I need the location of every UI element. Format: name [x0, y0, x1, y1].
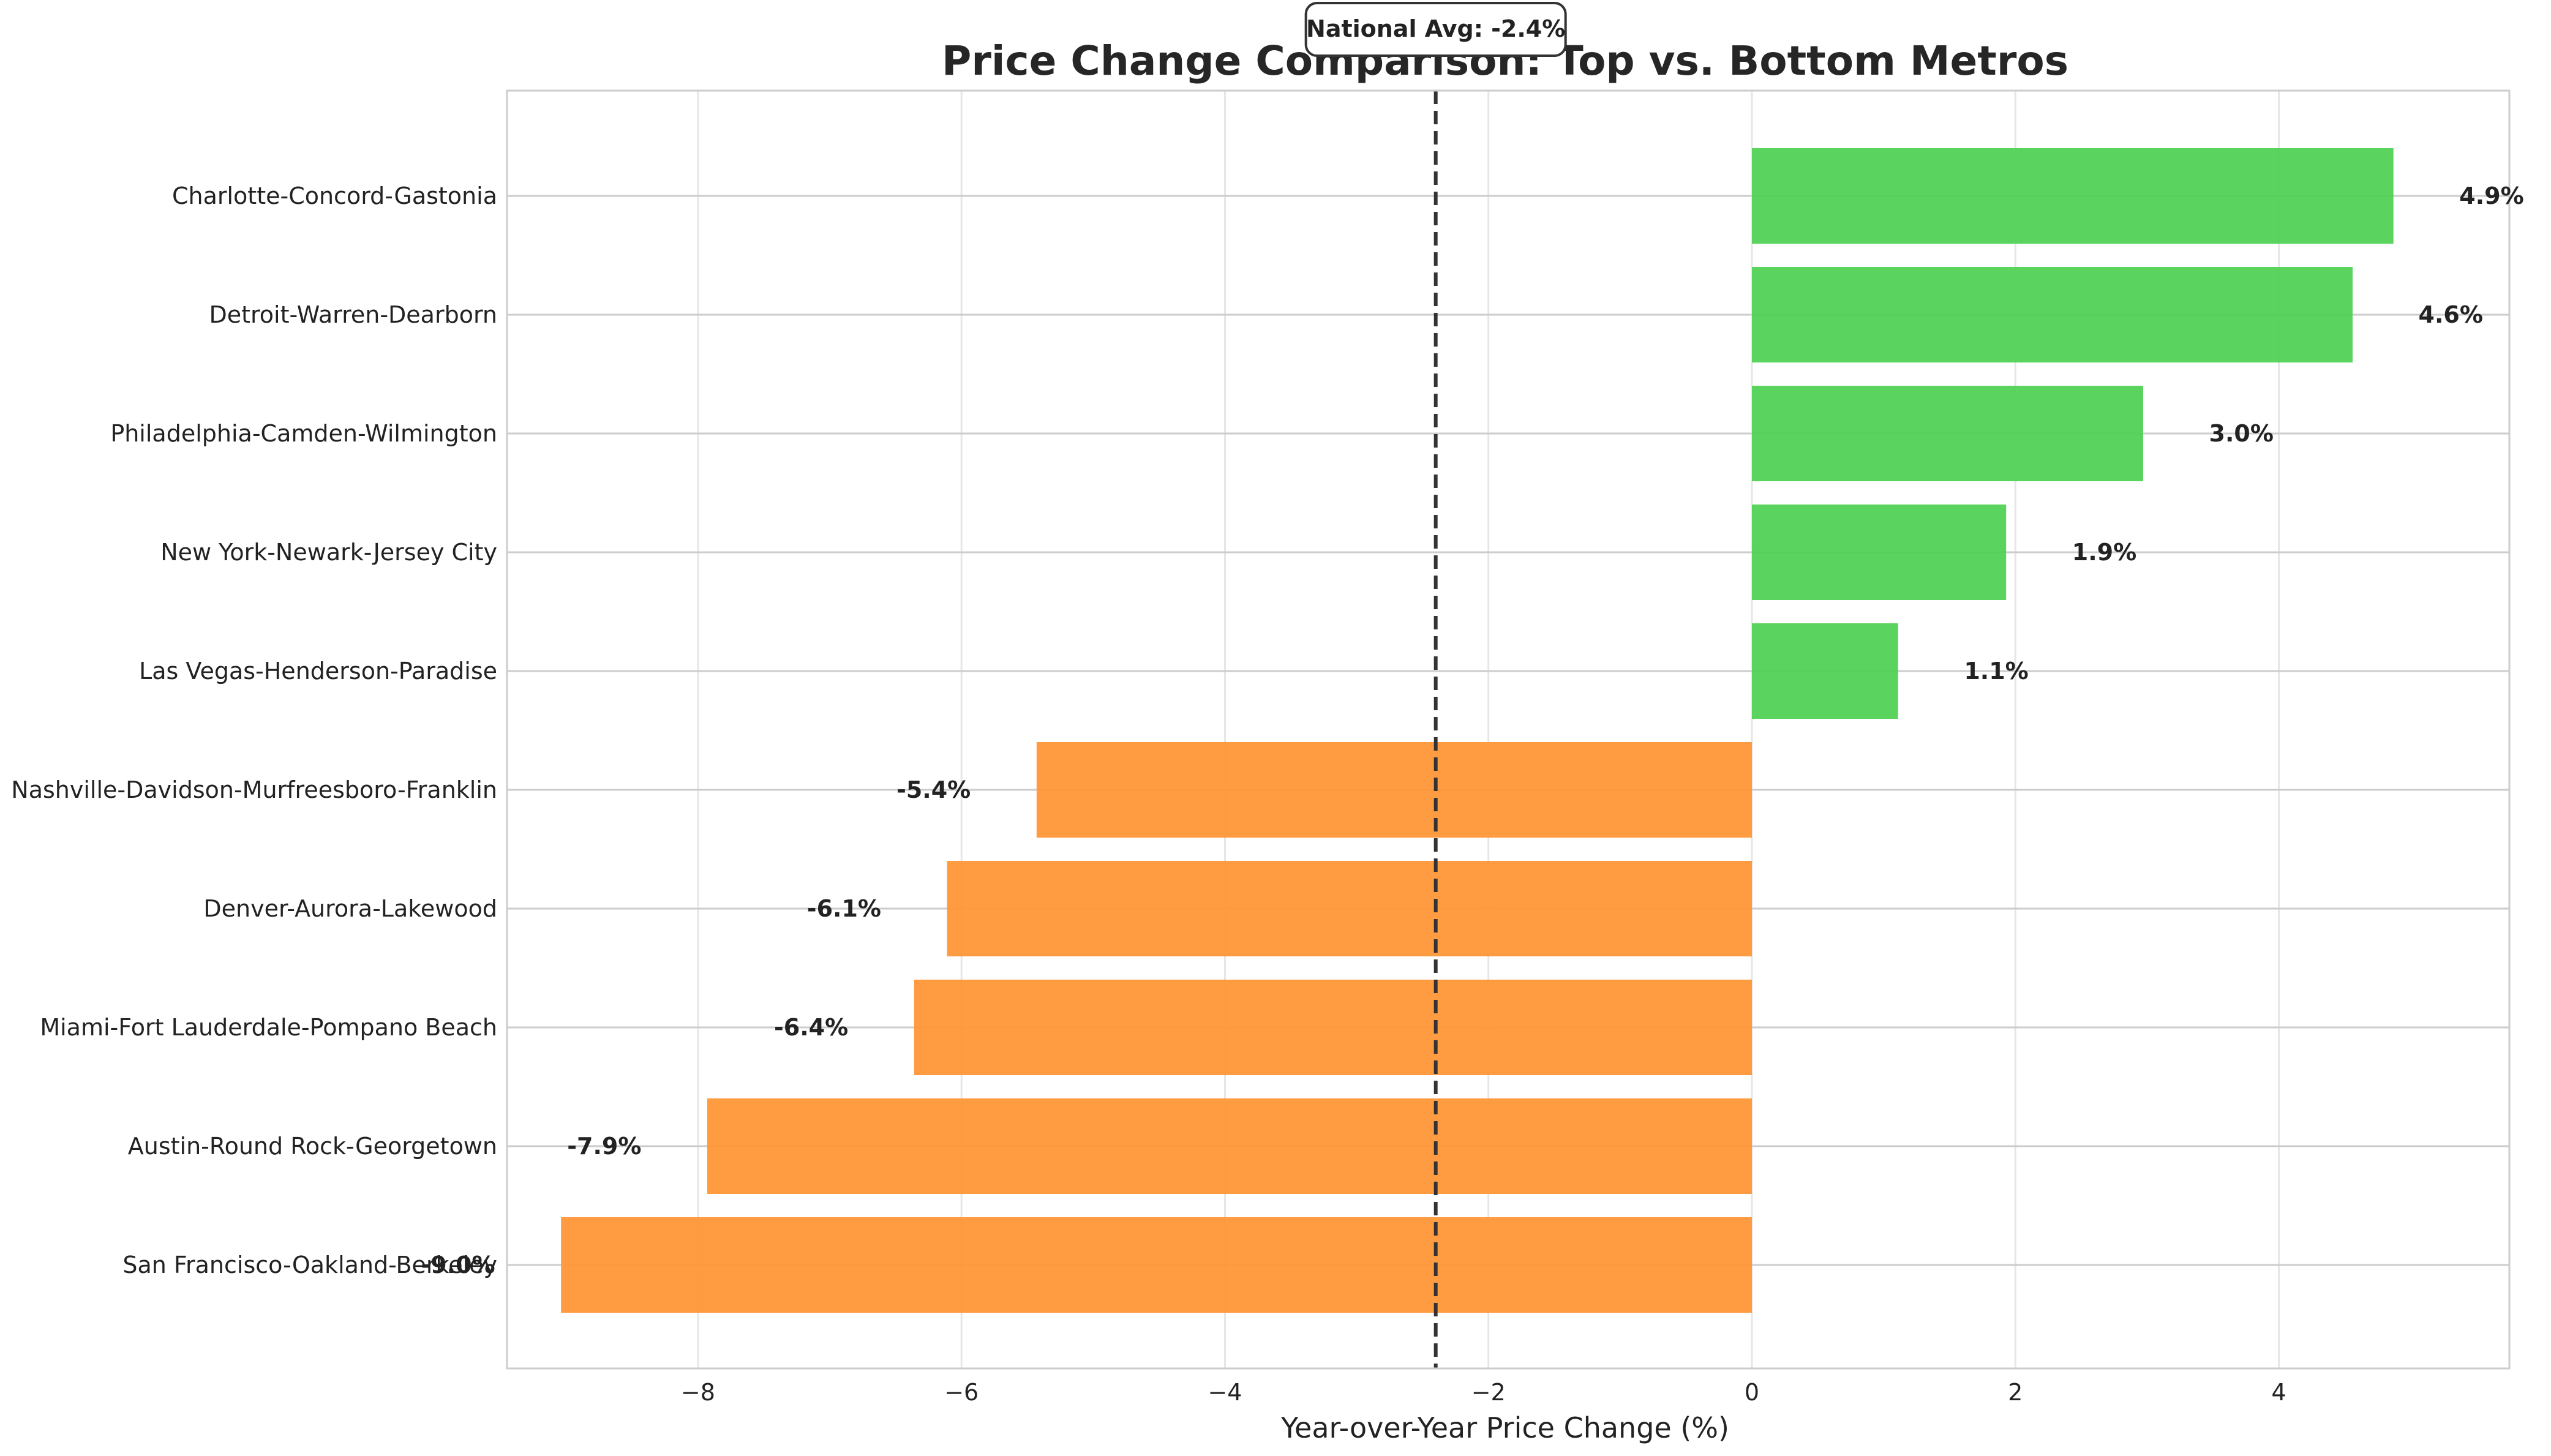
category-label: Nashville-Davidson-Murfreesboro-Franklin [11, 776, 497, 803]
x-tick-label: −8 [681, 1379, 715, 1406]
x-tick-label: −6 [944, 1379, 979, 1406]
bar [707, 1098, 1752, 1194]
category-label: New York-Newark-Jersey City [160, 539, 497, 566]
category-label: Charlotte-Concord-Gastonia [172, 182, 497, 209]
bar [1751, 386, 2143, 481]
x-axis-title: Year-over-Year Price Change (%) [1280, 1411, 1729, 1444]
bar-value-label: 3.0% [2209, 420, 2274, 447]
plot-frame [506, 89, 2511, 1370]
bar [1751, 148, 2394, 244]
bar-value-label: 1.1% [1964, 658, 2028, 685]
bars-layer [561, 148, 2394, 1313]
bar-value-label: -6.1% [807, 895, 881, 922]
labels-layer: −8 −6 −4 −2 0 2 4 Charlotte-Concord-Gastonia Det… [11, 182, 2523, 1406]
category-label: Austin-Round Rock-Georgetown [128, 1133, 497, 1160]
bar-value-label: 1.9% [2072, 539, 2136, 566]
x-tick-label: 0 [1745, 1379, 1759, 1406]
reference-annotation-text: National Avg: -2.4% [1306, 15, 1565, 42]
bar [1751, 267, 2353, 362]
bar-value-label: -6.4% [774, 1014, 848, 1041]
x-tick-label: −4 [1208, 1379, 1242, 1406]
bar [947, 861, 1752, 956]
reference-annotation-box [1304, 2, 1567, 57]
category-label: San Francisco-Oakland-Berkeley [122, 1251, 497, 1278]
bar-value-label: -5.4% [896, 776, 971, 803]
category-label: Miami-Fort Lauderdale-Pompano Beach [40, 1014, 497, 1041]
x-tick-label: 2 [2008, 1379, 2023, 1406]
bar [1751, 505, 2007, 600]
bar-value-label: -9.0% [421, 1251, 495, 1278]
bar [1036, 742, 1752, 838]
bar [1751, 623, 1898, 719]
bar-value-label: 4.6% [2419, 301, 2483, 328]
category-label: Detroit-Warren-Dearborn [209, 301, 497, 328]
x-tick-label: −2 [1471, 1379, 1506, 1406]
category-label: Las Vegas-Henderson-Paradise [139, 658, 497, 685]
bar-value-label: -7.9% [567, 1133, 641, 1160]
bar [914, 980, 1752, 1075]
bar-value-label: 4.9% [2459, 182, 2523, 209]
bar [561, 1217, 1752, 1313]
annotation-layer: National Avg: -2.4% [1304, 2, 1567, 57]
x-tick-label: 4 [2271, 1379, 2286, 1406]
category-label: Denver-Aurora-Lakewood [203, 895, 497, 922]
category-label: Philadelphia-Camden-Wilmington [110, 420, 497, 447]
